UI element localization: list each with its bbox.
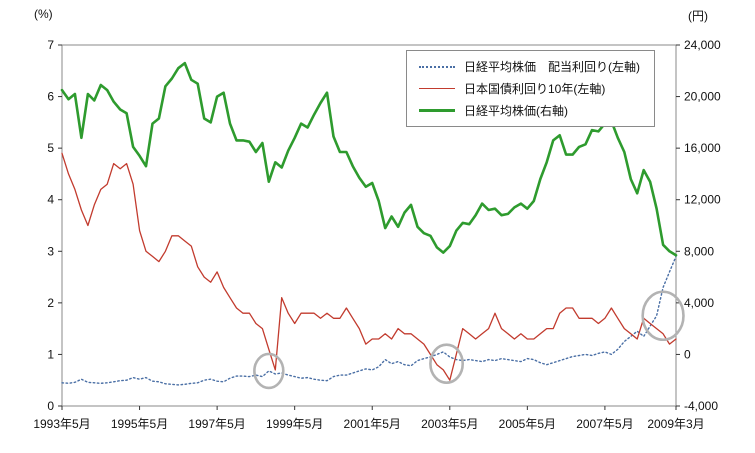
left-axis-tick-label: 7	[47, 38, 54, 52]
highlight-circle	[641, 290, 685, 342]
left-axis-unit-label: (%)	[34, 7, 53, 21]
legend: 日経平均株価 配当利回り(左軸) 日本国債利回り10年(左軸) 日経平均株価(右…	[406, 50, 655, 127]
x-axis-tick-label: 1995年5月	[111, 417, 168, 431]
right-axis-tick-label: 0	[684, 347, 691, 361]
legend-label-dividend-yield: 日経平均株価 配当利回り(左軸)	[464, 60, 640, 74]
x-axis-tick-label: 1993年5月	[33, 417, 90, 431]
dividend-yield-line-sample	[419, 65, 455, 68]
right-axis-tick-label: 16,000	[684, 141, 721, 155]
highlight-circle	[253, 352, 285, 390]
plot-frame	[61, 44, 677, 407]
right-axis-unit-label: (円)	[688, 9, 708, 23]
legend-item-dividend-yield: 日経平均株価 配当利回り(左軸)	[419, 59, 640, 74]
left-axis-tick-label: 6	[47, 90, 54, 104]
legend-label-nikkei-price: 日経平均株価(右軸)	[464, 104, 568, 118]
x-axis-tick-label: 2001年5月	[344, 417, 401, 431]
x-axis-tick-label: 1997年5月	[188, 417, 245, 431]
x-axis-tick-label: 1999年5月	[266, 417, 323, 431]
left-axis-tick-label: 2	[47, 296, 54, 310]
x-axis-tick-label: 2005年5月	[499, 417, 556, 431]
left-axis-tick-label: 5	[47, 141, 54, 155]
right-axis-tick-label: 20,000	[684, 90, 721, 104]
left-axis-tick-label: 0	[47, 399, 54, 413]
right-axis-tick-label: -4,000	[684, 399, 718, 413]
jgb-yield-line-sample	[419, 88, 455, 89]
legend-label-jgb-yield: 日本国債利回り10年(左軸)	[464, 82, 606, 96]
right-axis-tick-label: 8,000	[684, 244, 714, 258]
highlight-circle	[429, 343, 465, 385]
dividend-yield-line	[61, 255, 677, 386]
x-axis-tick-label: 2007年5月	[576, 417, 633, 431]
nikkei-price-line	[60, 61, 678, 257]
left-axis-tick-label: 3	[47, 244, 54, 258]
right-axis-tick-label: 4,000	[684, 296, 714, 310]
right-axis-tick-label: 24,000	[684, 38, 721, 52]
x-axis-tick-label: 2009年3月	[647, 417, 704, 431]
right-axis-tick-label: 12,000	[684, 193, 721, 207]
x-axis-tick-label: 2003年5月	[421, 417, 478, 431]
legend-item-nikkei-price: 日経平均株価(右軸)	[419, 103, 640, 118]
nikkei-price-line-sample	[419, 109, 455, 112]
left-axis-tick-label: 4	[47, 193, 54, 207]
jgb-10y-yield-line	[61, 152, 677, 381]
legend-item-jgb-yield: 日本国債利回り10年(左軸)	[419, 81, 640, 96]
left-axis-tick-label: 1	[47, 347, 54, 361]
